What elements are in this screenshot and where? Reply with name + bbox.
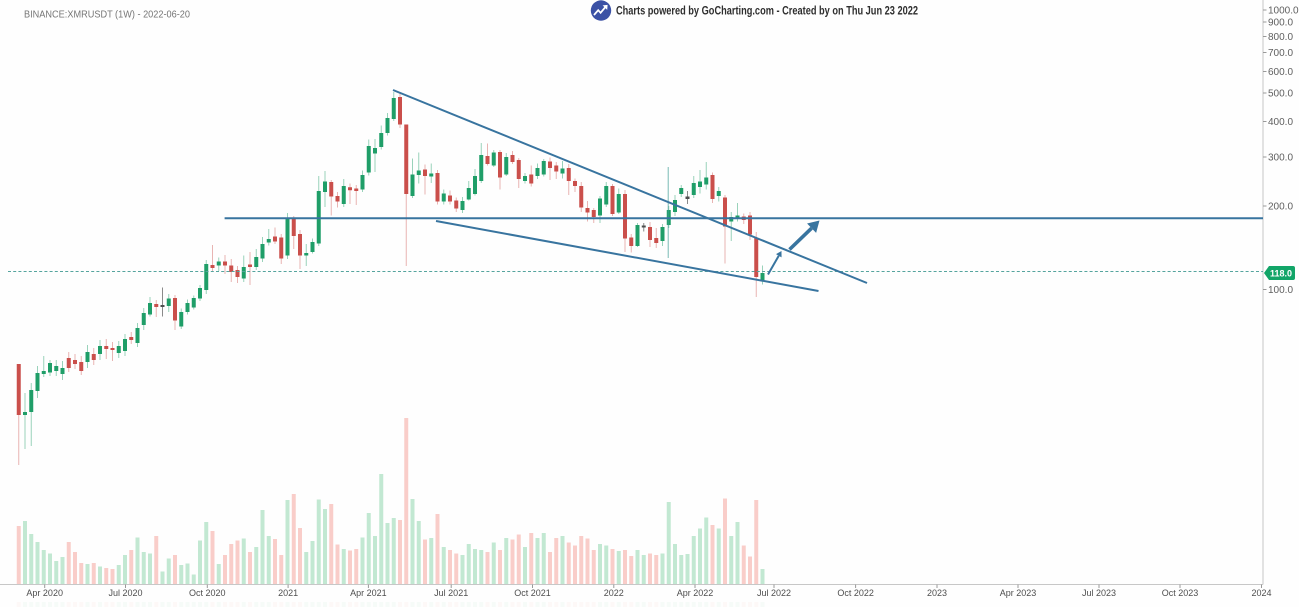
svg-text:Jul 2021: Jul 2021 <box>434 588 468 598</box>
svg-text:Jul 2020: Jul 2020 <box>108 588 142 598</box>
svg-text:Oct 2020: Oct 2020 <box>189 588 226 598</box>
svg-text:Oct 2022: Oct 2022 <box>837 588 874 598</box>
svg-text:BINANCE:XMRUSDT (1W) - 2022-06: BINANCE:XMRUSDT (1W) - 2022-06-20 <box>24 10 190 21</box>
svg-text:Apr 2022: Apr 2022 <box>677 588 714 598</box>
svg-text:2023: 2023 <box>927 588 947 598</box>
svg-text:2024: 2024 <box>1251 588 1271 598</box>
svg-text:500.0: 500.0 <box>1268 89 1293 100</box>
svg-text:900.0: 900.0 <box>1268 18 1293 29</box>
svg-text:Apr 2021: Apr 2021 <box>350 588 387 598</box>
svg-text:Jul 2022: Jul 2022 <box>757 588 791 598</box>
svg-text:1000.0: 1000.0 <box>1268 6 1299 17</box>
svg-text:800.0: 800.0 <box>1268 32 1293 43</box>
svg-text:Charts powered by GoCharting.c: Charts powered by GoCharting.com - Creat… <box>616 4 918 18</box>
svg-text:2021: 2021 <box>278 588 298 598</box>
svg-text:Apr 2020: Apr 2020 <box>26 588 63 598</box>
svg-text:100.0: 100.0 <box>1268 285 1293 296</box>
svg-text:Apr 2023: Apr 2023 <box>1000 588 1037 598</box>
svg-text:Oct 2023: Oct 2023 <box>1162 588 1199 598</box>
svg-text:200.0: 200.0 <box>1268 202 1293 213</box>
svg-text:400.0: 400.0 <box>1268 117 1293 128</box>
svg-text:118.0: 118.0 <box>1270 268 1292 278</box>
svg-text:Jul 2023: Jul 2023 <box>1082 588 1116 598</box>
svg-text:700.0: 700.0 <box>1268 48 1293 59</box>
svg-text:300.0: 300.0 <box>1268 153 1293 164</box>
svg-text:Oct 2021: Oct 2021 <box>514 588 551 598</box>
svg-text:2022: 2022 <box>604 588 624 598</box>
svg-text:600.0: 600.0 <box>1268 67 1293 78</box>
